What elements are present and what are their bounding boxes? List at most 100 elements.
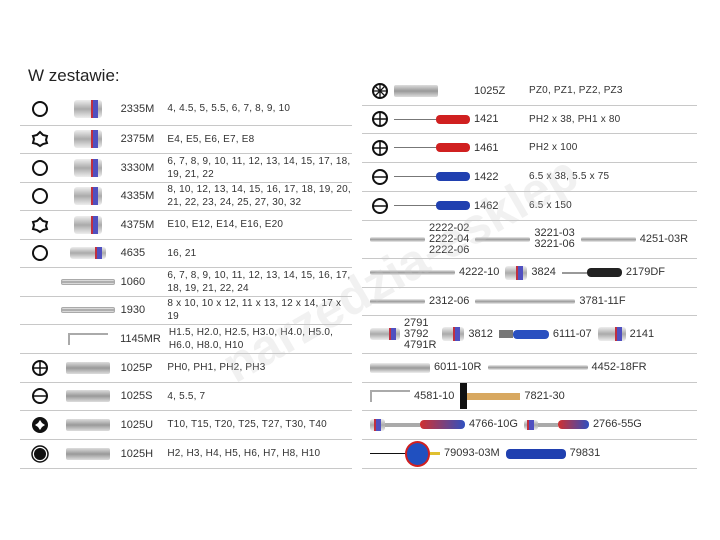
- tool-item: 79831: [505, 448, 601, 459]
- product-code: 6011-10R: [434, 361, 482, 373]
- slotted-symbol-icon: [372, 168, 388, 185]
- spark-plug-socket-image: [597, 327, 626, 341]
- product-codes: 2141: [629, 327, 655, 340]
- table-row: 6011-10R 4452-18FR: [362, 353, 697, 383]
- tool-item: 4251-03R: [580, 233, 688, 245]
- tape-measure-image: [370, 440, 440, 467]
- tool-item: 2179DF: [561, 267, 665, 278]
- flex-handle-image: [475, 298, 576, 304]
- blank-symbol-icon: [30, 300, 50, 320]
- product-code: 2335M: [120, 102, 155, 115]
- table-row: 1421 PH2 x 38, PH1 x 80: [362, 105, 697, 134]
- product-code: 4335M: [120, 190, 155, 202]
- table-row: 1422 6.5 x 38, 5.5 x 75: [362, 162, 697, 192]
- sizes-description: 4, 4.5, 5, 5.5, 6, 7, 8, 9, 10: [167, 103, 291, 114]
- product-code: 6111-07: [552, 327, 592, 340]
- sizes-description: T10, T15, T20, T25, T27, T30, T40: [167, 419, 327, 430]
- sizes-description: 8 x 10, 10 x 12, 11 x 13, 12 x 14, 17 x …: [167, 298, 342, 322]
- extension-bar-image: [370, 236, 425, 242]
- product-code: 4791R: [404, 338, 437, 351]
- screwdriver-blue-image: [394, 201, 470, 210]
- product-code: 1462: [474, 199, 499, 212]
- hex-ring-symbol-icon: [32, 100, 48, 117]
- product-codes: 79831: [570, 448, 601, 459]
- table-row: 2375M E4, E5, E6, E7, E8: [20, 125, 352, 154]
- product-codes: 4581-10: [414, 389, 455, 402]
- sizes-description: 4, 5.5, 7: [167, 390, 206, 402]
- product-code: 3330M: [120, 161, 155, 174]
- slotted-symbol-icon: [372, 197, 388, 214]
- sizes-description: E10, E12, E14, E16, E20: [167, 219, 284, 230]
- table-row: 1025Z PZ0, PZ1, PZ2, PZ3: [362, 76, 697, 106]
- tool-item: 2222-02 2222-04 2222-06: [370, 222, 469, 256]
- product-code: 4581-10: [414, 389, 455, 402]
- product-codes: 3824: [531, 267, 555, 278]
- sizes-description: 6.5 x 150: [529, 200, 572, 211]
- table-row: 1461 PH2 x 100: [362, 133, 697, 163]
- section-title: W zestawie:: [28, 66, 120, 85]
- right-table: 1025Z PZ0, PZ1, PZ2, PZ3 1421 PH2 x 38, PH1…: [362, 76, 697, 470]
- product-codes: 4222-10: [459, 267, 499, 278]
- product-code: 2766-55G: [592, 418, 642, 430]
- bit-image: [66, 447, 111, 460]
- extension-bar-image: [370, 298, 425, 304]
- socket-image: [74, 99, 103, 118]
- product-codes: 79093-03M: [444, 448, 500, 459]
- tool-item: 3812: [442, 327, 493, 341]
- sizes-description: 6, 7, 8, 9, 10, 11, 12, 13, 14, 15, 17, …: [167, 155, 351, 180]
- combination-wrench-image: [61, 278, 116, 285]
- bit-image: [394, 84, 438, 97]
- socket-image: [74, 158, 103, 177]
- product-code: 3812: [468, 327, 493, 340]
- socket-image: [74, 130, 103, 148]
- table-row: 4635 16, 21: [20, 239, 352, 268]
- socket-image: [74, 187, 103, 205]
- product-codes: 2222-02 2222-04 2222-06: [429, 222, 469, 256]
- product-code: 1461: [474, 141, 499, 154]
- product-code: 3221-03: [534, 227, 575, 239]
- torx-ring-symbol-icon: [31, 130, 49, 148]
- hex-symbol-icon: [31, 444, 49, 463]
- screwdriver-blue-image: [394, 172, 470, 181]
- sizes-description: 16, 21: [167, 247, 197, 259]
- product-code: 1930: [120, 304, 146, 316]
- sizes-description: PZ0, PZ1, PZ2, PZ3: [529, 85, 623, 96]
- hex-ring-symbol-icon: [32, 245, 48, 261]
- tool-item: 4222-10: [370, 267, 499, 278]
- sizes-description: PH0, PH1, PH2, PH3: [167, 362, 266, 373]
- table-row: 1025U T10, T15, T20, T25, T27, T30, T40: [20, 410, 352, 440]
- ratchet-small-image: [523, 419, 589, 430]
- open-end-wrench-image: [61, 307, 116, 313]
- product-codes: 3812: [468, 327, 493, 340]
- sliding-t-bar-image: [370, 270, 455, 275]
- table-row: 3330M 6, 7, 8, 9, 10, 11, 12, 13, 14, 15,…: [20, 153, 352, 183]
- table-row: 1930 8 x 10, 10 x 12, 11 x 13, 12 x 14, 1…: [20, 296, 352, 325]
- product-code: 3792: [404, 327, 429, 340]
- table-row: 1025H H2, H3, H4, H5, H6, H7, H8, H10: [20, 439, 352, 469]
- product-code: 2141: [629, 327, 655, 340]
- product-code: 4222-10: [459, 266, 500, 278]
- product-code: 2312-06: [429, 294, 470, 307]
- product-codes: 7821-30: [524, 390, 564, 402]
- extension-bar-image: [580, 236, 636, 242]
- table-row: 4222-10 3824 2179DF: [362, 258, 697, 288]
- table-row: 4581-10 7821-30: [362, 382, 697, 411]
- product-code: 3221-06: [534, 238, 575, 250]
- left-table: 2335M 4, 4.5, 5, 5.5, 6, 7, 8, 9, 10 2375M…: [20, 92, 352, 470]
- product-codes: 3781-11F: [579, 294, 626, 307]
- product-code: 79831: [569, 447, 601, 459]
- table-row: 1025P PH0, PH1, PH2, PH3: [20, 353, 352, 383]
- table-row: 4766-10G 2766-55G: [362, 410, 697, 440]
- sizes-description: PH2 x 100: [529, 142, 578, 153]
- phillips-symbol-icon: [32, 359, 48, 376]
- table-row: 2335M 4, 4.5, 5, 5.5, 6, 7, 8, 9, 10: [20, 92, 352, 126]
- product-code: 3824: [531, 266, 556, 278]
- universal-joint-image: [370, 328, 400, 340]
- product-codes: 2766-55G: [593, 419, 642, 430]
- product-code: 1421: [474, 113, 499, 125]
- product-code: 3781-11F: [579, 294, 626, 307]
- sizes-description: H1.5, H2.0, H2.5, H3.0, H4.0, H5.0, H6.0…: [168, 326, 334, 351]
- product-codes: 2791 3792 4791R: [404, 317, 437, 351]
- torx-symbol-icon: [32, 416, 48, 433]
